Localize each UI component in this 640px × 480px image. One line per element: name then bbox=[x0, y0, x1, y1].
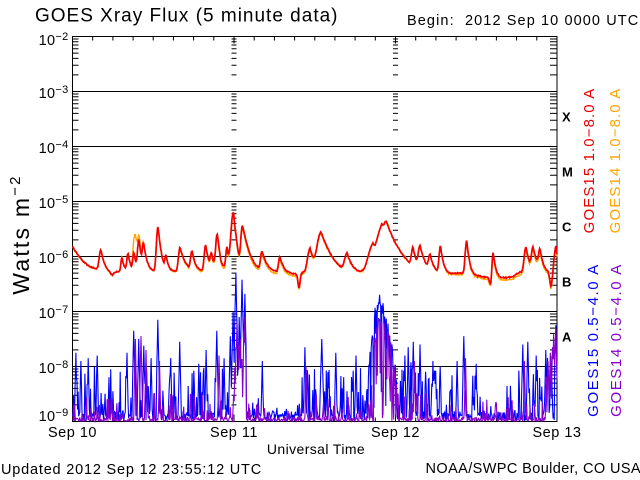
svg-text:GOES14 1.0−8.0 A: GOES14 1.0−8.0 A bbox=[607, 88, 624, 234]
svg-text:NOAA/SWPC Boulder, CO USA: NOAA/SWPC Boulder, CO USA bbox=[426, 461, 640, 477]
svg-text:Sep 11: Sep 11 bbox=[210, 425, 258, 441]
svg-text:GOES15 1.0−8.0 A: GOES15 1.0−8.0 A bbox=[581, 88, 598, 234]
svg-text:M: M bbox=[562, 165, 573, 180]
svg-text:GOES15 0.5−4.0 A: GOES15 0.5−4.0 A bbox=[585, 263, 602, 417]
svg-text:GOES Xray Flux (5 minute data): GOES Xray Flux (5 minute data) bbox=[35, 6, 339, 27]
svg-text:C: C bbox=[562, 220, 572, 235]
svg-text:Sep 13: Sep 13 bbox=[533, 425, 582, 441]
svg-text:GOES14 0.5−4.0 A: GOES14 0.5−4.0 A bbox=[608, 263, 625, 417]
svg-text:Sep 12: Sep 12 bbox=[371, 425, 420, 441]
svg-text:Updated 2012 Sep 12 23:55:12 U: Updated 2012 Sep 12 23:55:12 UTC bbox=[1, 462, 262, 478]
svg-text:X: X bbox=[562, 110, 571, 125]
svg-text:Universal Time: Universal Time bbox=[267, 441, 365, 457]
svg-text:Begin: 2012 Sep 10 0000 UTC: Begin: 2012 Sep 10 0000 UTC bbox=[407, 13, 639, 29]
svg-text:Sep 10: Sep 10 bbox=[48, 425, 97, 441]
svg-text:B: B bbox=[562, 275, 571, 290]
svg-text:A: A bbox=[562, 330, 572, 345]
